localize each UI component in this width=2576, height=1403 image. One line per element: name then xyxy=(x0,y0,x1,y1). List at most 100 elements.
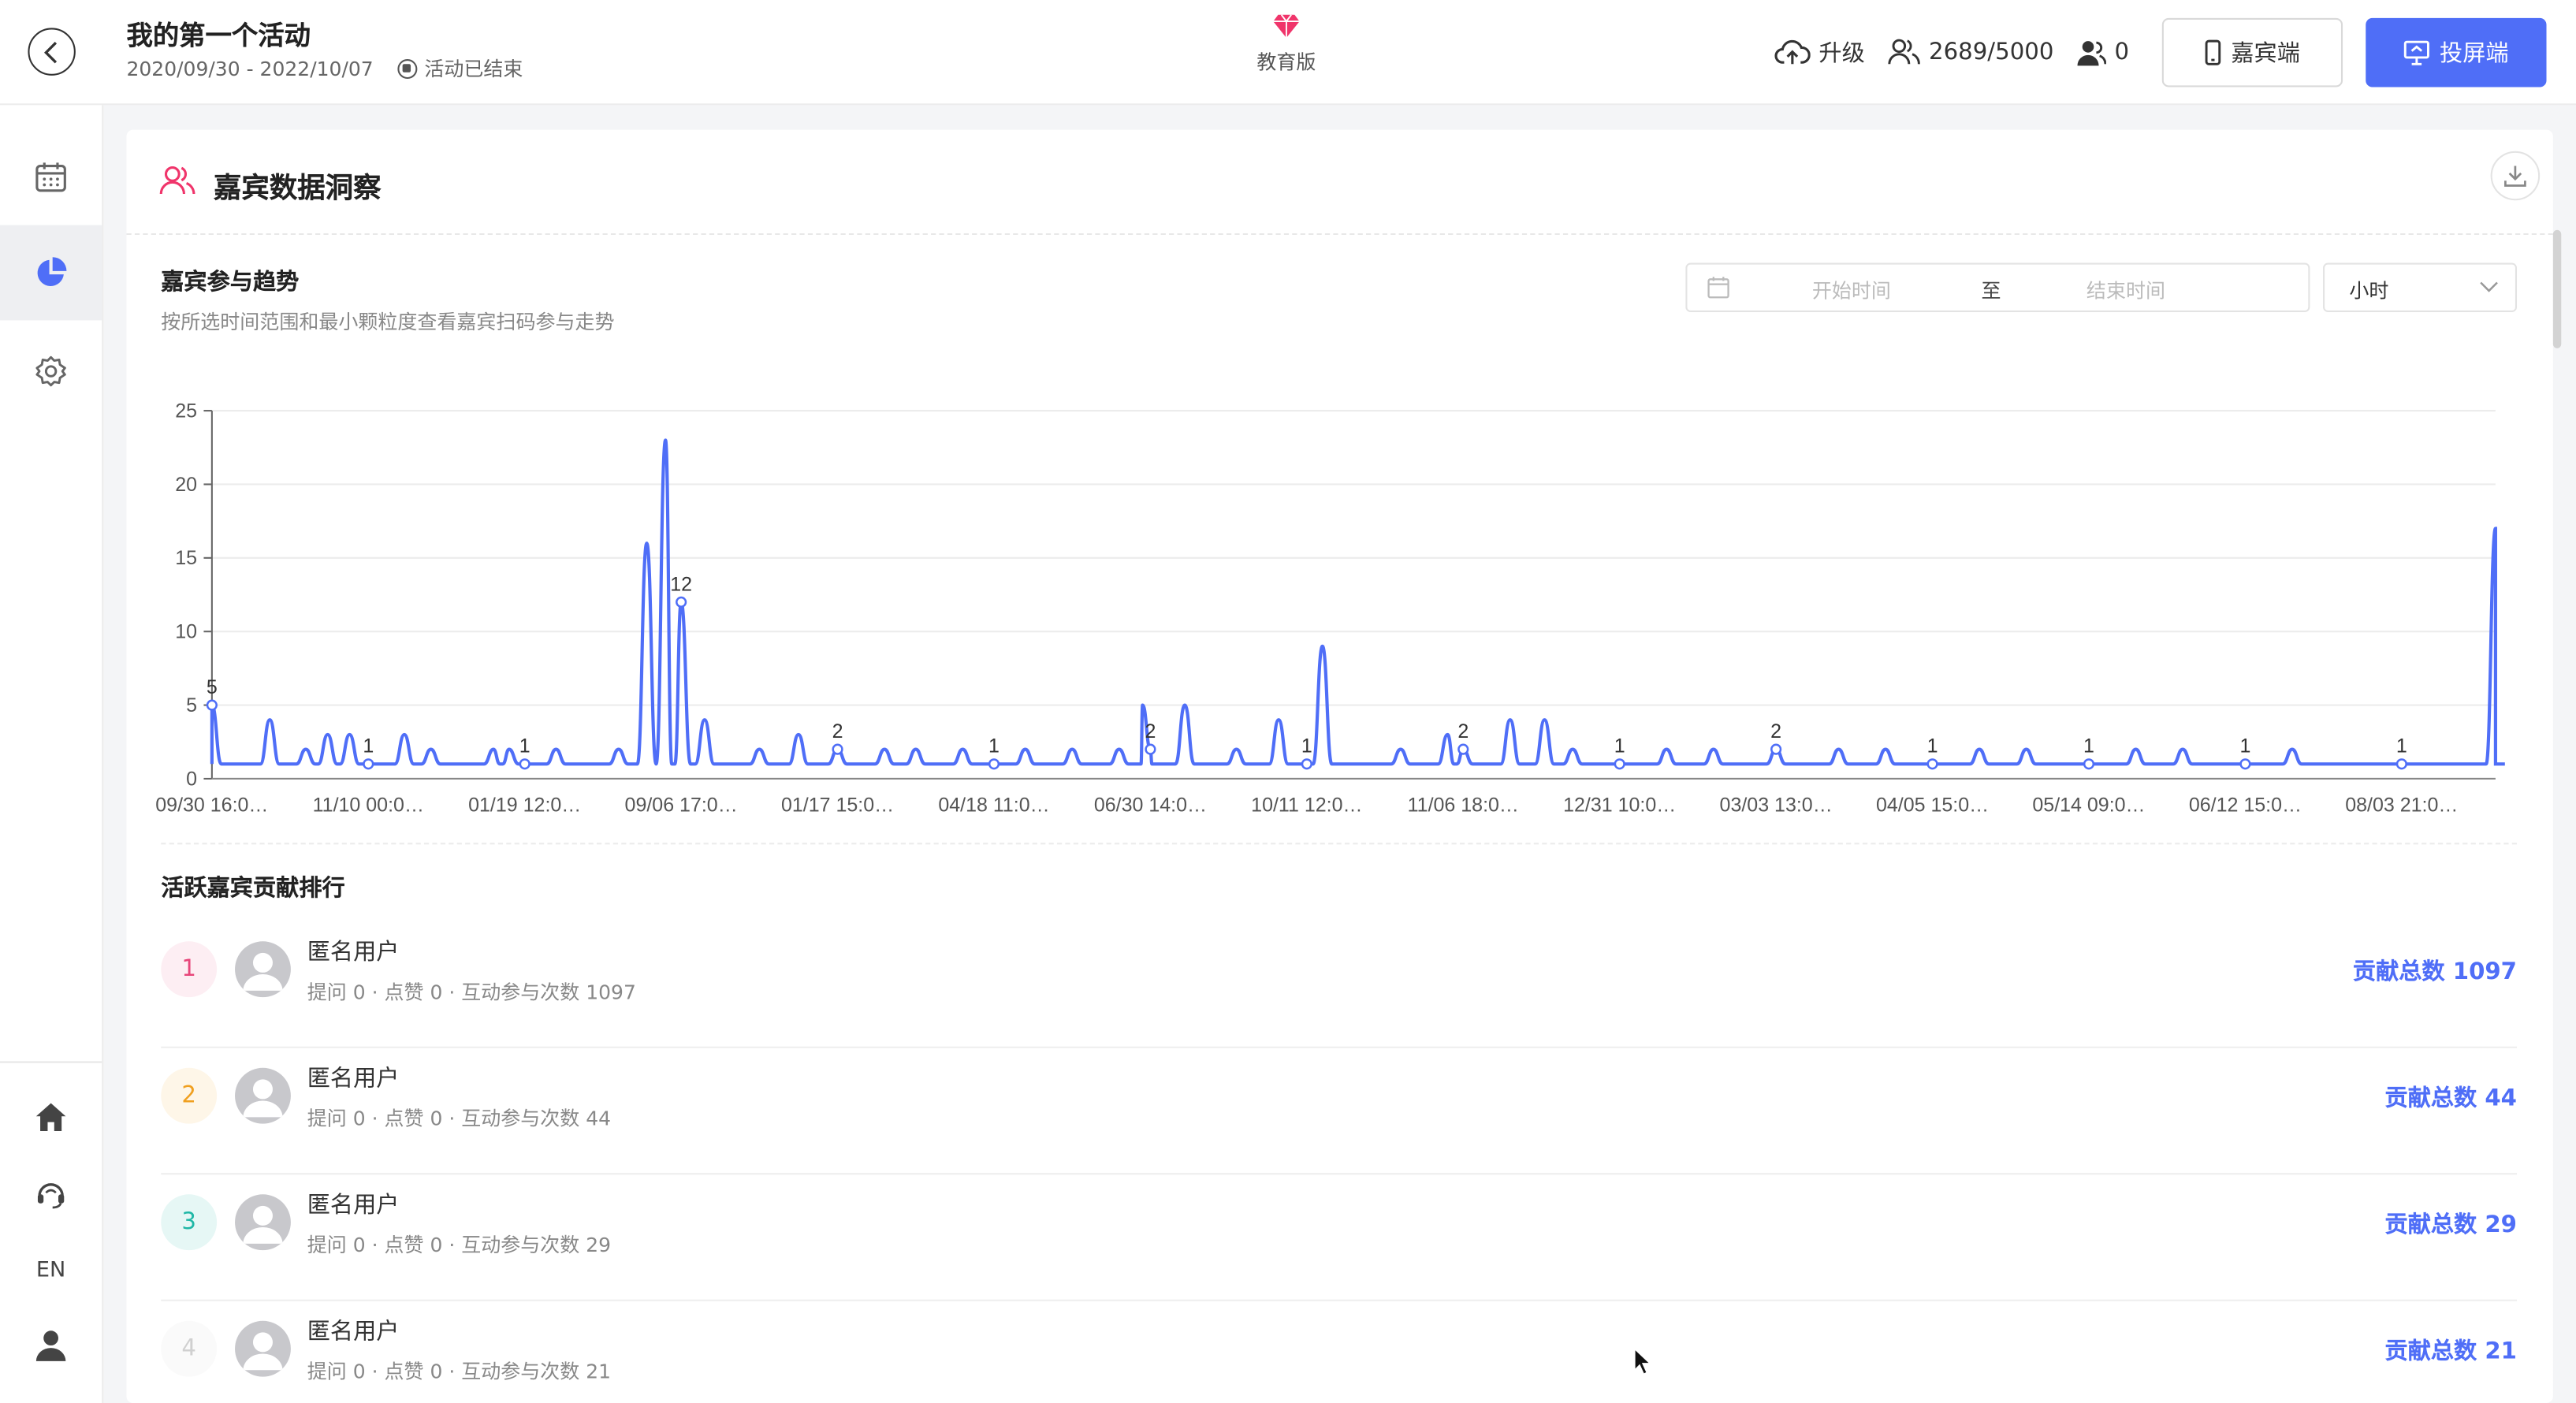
rank-number: 2 xyxy=(161,1067,218,1124)
sidebar-item-support[interactable] xyxy=(0,1147,102,1242)
ranking-row[interactable]: 4 匿名用户 提问 0 · 点赞 0 · 互动参与次数 21 贡献总数 21 xyxy=(161,1301,2517,1403)
chart-point xyxy=(363,758,374,770)
chart-data-label: 2 xyxy=(1457,720,1469,742)
ranking-row[interactable]: 1 匿名用户 提问 0 · 点赞 0 · 互动参与次数 1097 贡献总数 1097 xyxy=(161,921,2517,1048)
guest-client-button[interactable]: 嘉宾端 xyxy=(2161,17,2343,87)
contribution-total: 贡献总数 1097 xyxy=(2352,959,2517,986)
mouse-cursor-icon xyxy=(1633,1347,1652,1375)
chart-x-tick-label: 10/11 12:0… xyxy=(1251,795,1362,817)
date-range-picker[interactable]: 开始时间 至 结束时间 xyxy=(1685,262,2310,313)
event-status: 活动已结束 xyxy=(424,57,523,81)
contribution-total: 贡献总数 44 xyxy=(2384,1085,2517,1113)
chevron-down-icon xyxy=(2480,281,2498,292)
chart-data-label: 1 xyxy=(988,735,1000,757)
contribution-total: 贡献总数 21 xyxy=(2384,1338,2517,1366)
chart-x-tick-label: 08/03 21:0… xyxy=(2345,795,2458,817)
chart-point xyxy=(519,758,530,770)
chart-x-tick-label: 01/19 12:0… xyxy=(468,795,581,817)
chart-data-label: 12 xyxy=(670,573,692,595)
online-count-value: 0 xyxy=(2114,39,2130,66)
user-avatar-icon xyxy=(243,1332,283,1371)
chart-point xyxy=(988,758,1000,770)
chart-data-label: 1 xyxy=(519,735,530,757)
chart-x-tick-label: 09/30 16:0… xyxy=(155,795,268,817)
edition-badge[interactable]: 教育版 xyxy=(1249,13,1324,76)
user-online-icon xyxy=(2077,40,2107,65)
chart-data-label: 1 xyxy=(2083,735,2094,757)
chart-point xyxy=(1457,743,1469,755)
chart-x-tick-label: 05/14 09:0… xyxy=(2032,795,2145,817)
ranking-title: 活跃嘉宾贡献排行 xyxy=(161,875,345,902)
avatar xyxy=(235,941,291,998)
chart-data-label: 1 xyxy=(1614,735,1625,757)
trend-title: 嘉宾参与趋势 xyxy=(161,269,300,296)
sidebar-item-profile[interactable] xyxy=(0,1298,102,1394)
chart-y-tick-label: 0 xyxy=(186,768,197,790)
guest-name: 匿名用户 xyxy=(307,1193,400,1219)
event-date-range: 2020/09/30 - 2022/10/07 xyxy=(126,56,374,80)
chart-x-tick-label: 11/06 18:0… xyxy=(1408,795,1519,817)
sidebar-item-language[interactable]: EN xyxy=(0,1223,102,1318)
ranking-divider xyxy=(161,843,2517,845)
chart-point xyxy=(206,699,218,711)
chart-data-label: 1 xyxy=(2239,735,2250,757)
page-scrollbar[interactable] xyxy=(2552,229,2562,348)
download-icon xyxy=(2504,166,2526,187)
edition-label: 教育版 xyxy=(1256,50,1316,74)
insights-card: 嘉宾数据洞察 嘉宾参与趋势 按所选时间范围和最小颗粒度查看嘉宾扫码参与走势 开始… xyxy=(126,129,2553,1403)
chart-data-label: 5 xyxy=(207,676,218,698)
avatar xyxy=(235,1320,291,1377)
chart-point xyxy=(676,596,687,608)
start-time-input[interactable]: 开始时间 xyxy=(1811,279,1891,303)
granularity-select[interactable]: 小时 xyxy=(2323,262,2517,313)
event-title: 我的第一个活动 xyxy=(126,20,311,51)
chart-y-tick-label: 5 xyxy=(186,694,197,716)
chart-data-label: 2 xyxy=(1770,720,1781,742)
sidebar-item-home[interactable] xyxy=(0,1070,102,1165)
users-outline-icon xyxy=(159,166,195,195)
chart-point xyxy=(2083,758,2095,770)
user-avatar-icon xyxy=(243,1205,283,1244)
trend-description: 按所选时间范围和最小颗粒度查看嘉宾扫码参与走势 xyxy=(161,310,615,334)
download-button[interactable] xyxy=(2490,151,2541,201)
chart-point xyxy=(1614,758,1625,770)
chart-x-tick-label: 06/30 14:0… xyxy=(1094,795,1207,817)
card-title: 嘉宾数据洞察 xyxy=(213,172,382,206)
chart-y-tick-label: 15 xyxy=(175,547,197,569)
guest-stats: 提问 0 · 点赞 0 · 互动参与次数 29 xyxy=(307,1234,612,1257)
range-separator: 至 xyxy=(1981,279,2001,303)
chart-data-label: 1 xyxy=(2396,735,2407,757)
guest-count[interactable]: 2689/5000 xyxy=(1888,38,2053,68)
left-sidebar: EN xyxy=(0,105,104,1403)
chart-data-label: 1 xyxy=(1301,735,1312,757)
avatar xyxy=(235,1194,291,1251)
gear-icon xyxy=(35,355,66,387)
avatar xyxy=(235,1067,291,1124)
rank-number: 3 xyxy=(161,1194,218,1251)
guest-stats: 提问 0 · 点赞 0 · 互动参与次数 21 xyxy=(307,1360,612,1383)
sidebar-item-settings[interactable] xyxy=(0,324,102,419)
calendar-small-icon xyxy=(1707,277,1729,299)
header-actions: 升级 2689/5000 0 嘉宾端 投屏端 xyxy=(1774,17,2547,87)
support-icon xyxy=(37,1183,65,1209)
chart-x-tick-label: 01/17 15:0… xyxy=(781,795,894,817)
sidebar-item-insights[interactable] xyxy=(0,225,102,321)
chart-y-tick-label: 20 xyxy=(175,474,197,496)
guest-count-value: 2689/5000 xyxy=(1929,39,2054,66)
sidebar-item-schedule[interactable] xyxy=(0,130,102,225)
upgrade-label: 升级 xyxy=(1818,41,1865,68)
online-count[interactable]: 0 xyxy=(2077,39,2130,66)
ranking-row[interactable]: 3 匿名用户 提问 0 · 点赞 0 · 互动参与次数 29 贡献总数 29 xyxy=(161,1174,2517,1301)
end-time-input[interactable]: 结束时间 xyxy=(2086,279,2166,303)
ranking-row[interactable]: 2 匿名用户 提问 0 · 点赞 0 · 互动参与次数 44 贡献总数 44 xyxy=(161,1048,2517,1175)
chart-point xyxy=(1926,758,1938,770)
chart-x-tick-label: 03/03 13:0… xyxy=(1720,795,1833,817)
upgrade-link[interactable]: 升级 xyxy=(1774,36,1865,69)
back-button[interactable] xyxy=(28,28,76,76)
rank-number: 1 xyxy=(161,941,218,998)
chart-point xyxy=(1301,758,1312,770)
screen-client-button[interactable]: 投屏端 xyxy=(2366,17,2547,87)
chart-point xyxy=(1145,743,1156,755)
users-icon xyxy=(1888,39,1920,65)
